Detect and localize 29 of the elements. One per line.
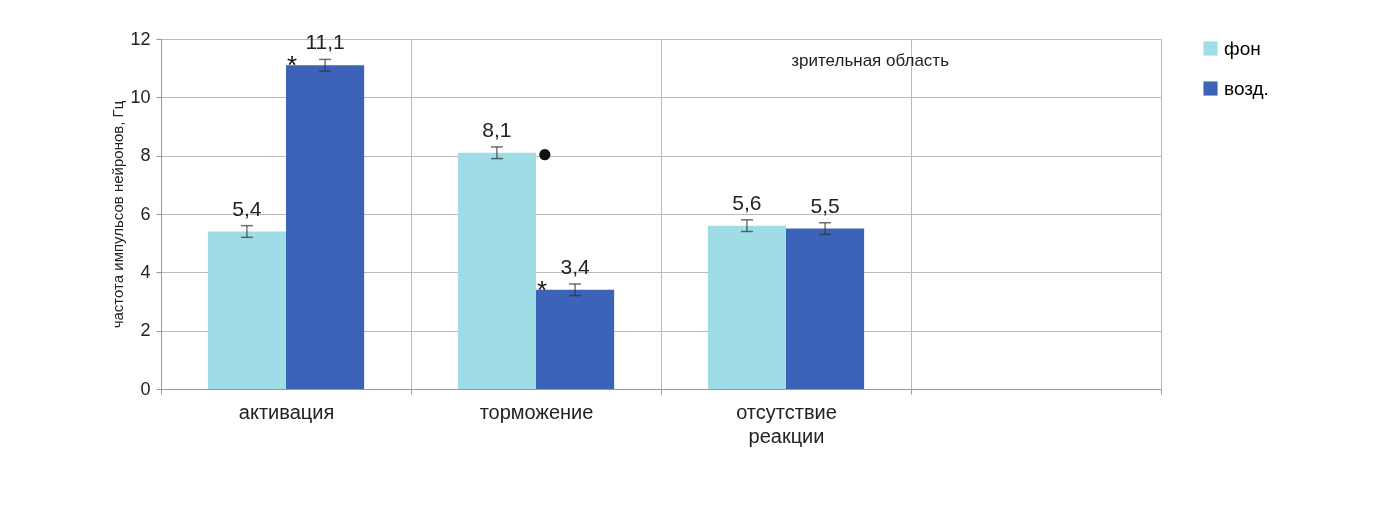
annotation: * [537, 274, 548, 305]
data-label: 5,5 [810, 193, 840, 217]
data-label: 11,1 [305, 30, 345, 54]
bar [536, 289, 615, 389]
x-tick-label: торможение [479, 400, 594, 423]
bar [286, 65, 365, 389]
bar [786, 228, 865, 389]
x-tick-label: отсутствие реакции [736, 400, 837, 447]
y-tick-label: 8 [140, 145, 151, 166]
data-label: 8,1 [482, 117, 512, 141]
bar [707, 225, 786, 389]
y-tick-label: 2 [140, 320, 151, 341]
y-tick-label: 0 [140, 378, 151, 399]
data-label: 5,6 [732, 190, 762, 214]
legend-label: фон [1224, 37, 1261, 59]
y-tick-label: 10 [130, 86, 151, 107]
data-label: 5,4 [232, 196, 262, 220]
annotation: ● [537, 137, 553, 168]
bar [207, 231, 286, 389]
x-tick-label: активация [238, 400, 335, 423]
data-label: 3,4 [560, 255, 590, 278]
y-tick-label: 4 [140, 261, 151, 282]
y-axis-title: частота импульсов нейронов, Гц [109, 100, 127, 329]
y-tick-label: 12 [130, 28, 151, 49]
text: зрительная область [791, 51, 950, 70]
legend-label: возд. [1224, 77, 1269, 99]
bar [457, 152, 536, 389]
annotation: * [287, 50, 298, 81]
y-tick-label: 6 [140, 203, 151, 224]
